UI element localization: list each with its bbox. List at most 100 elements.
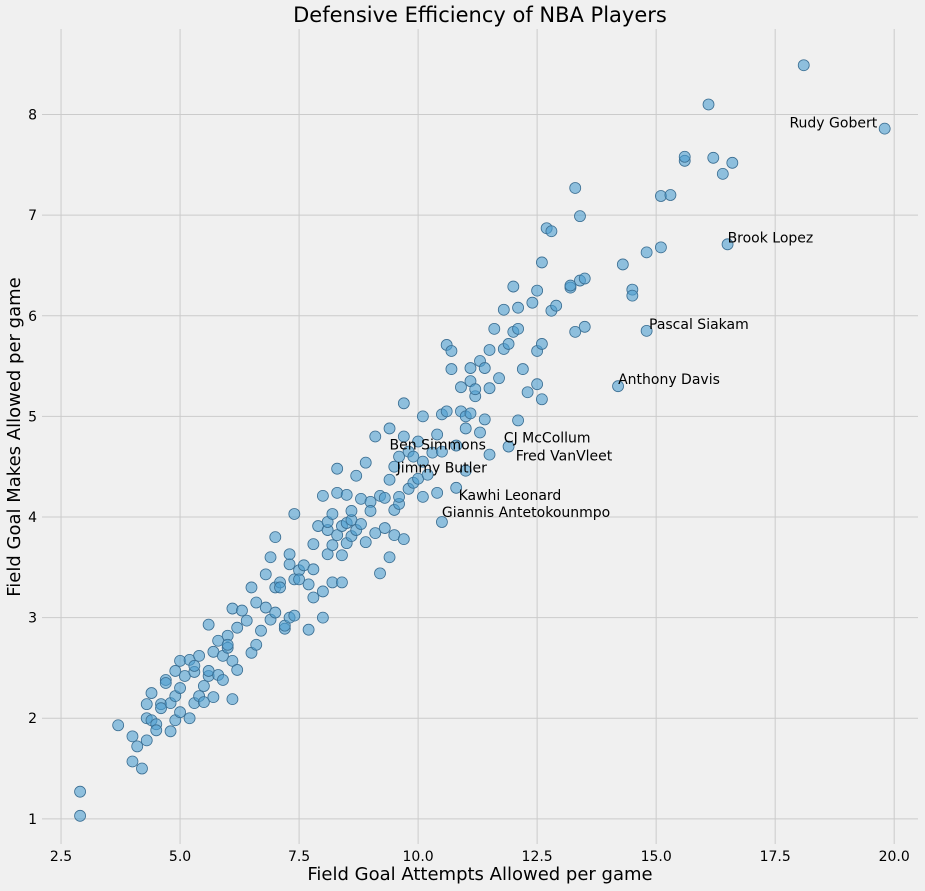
- data-point: [436, 516, 448, 528]
- annotation-label: Anthony Davis: [618, 372, 720, 388]
- data-point: [283, 558, 296, 571]
- data-point: [431, 428, 444, 441]
- data-point: [374, 567, 386, 580]
- data-point: [231, 621, 244, 634]
- data-point: [545, 225, 558, 238]
- data-point: [478, 413, 491, 426]
- data-point: [336, 549, 348, 562]
- data-point: [407, 450, 420, 463]
- x-axis-label: Field Goal Attempts Allowed per game: [307, 864, 652, 885]
- data-point: [307, 563, 320, 576]
- data-point: [174, 706, 186, 719]
- data-point: [112, 719, 125, 732]
- x-axis-ticks: 2.5 5.0 7.5 10.0 12.5 15.0 17.5 20.0: [50, 849, 910, 865]
- data-point: [302, 623, 315, 636]
- data-point: [626, 289, 639, 302]
- data-point: [259, 601, 272, 614]
- data-point: [726, 156, 739, 169]
- data-point: [307, 538, 320, 551]
- x-tick-label: 2.5: [50, 849, 72, 865]
- data-point: [378, 491, 391, 504]
- data-point: [512, 301, 524, 314]
- data-point: [445, 345, 458, 357]
- chart-title: Defensive Efficiency of NBA Players: [293, 3, 667, 27]
- data-point: [269, 531, 282, 544]
- data-point: [397, 533, 410, 546]
- data-point: [74, 809, 86, 822]
- data-point: [436, 445, 448, 458]
- data-point: [464, 362, 477, 374]
- data-point: [364, 505, 377, 517]
- data-point: [236, 604, 248, 617]
- data-point: [797, 59, 810, 72]
- data-point: [483, 448, 496, 461]
- data-point: [388, 460, 401, 473]
- data-point: [578, 272, 591, 285]
- data-point: [535, 338, 548, 350]
- data-point: [397, 430, 410, 443]
- data-point: [569, 182, 582, 194]
- data-point: [355, 518, 367, 530]
- data-point: [640, 246, 653, 259]
- data-point: [226, 654, 239, 667]
- data-point: [145, 687, 158, 699]
- data-point: [331, 486, 344, 499]
- x-tick-label: 12.5: [522, 849, 553, 865]
- annotation-label: CJ McCollum: [504, 431, 591, 447]
- data-point: [393, 490, 405, 503]
- data-point: [721, 238, 734, 251]
- data-point: [240, 614, 253, 627]
- data-point: [502, 338, 515, 350]
- data-point: [488, 322, 501, 335]
- data-point: [478, 362, 491, 374]
- y-axis-ticks: 1 2 3 4 5 6 7 8: [28, 108, 37, 828]
- data-point: [336, 576, 348, 589]
- data-point: [326, 539, 339, 552]
- data-point: [678, 150, 691, 163]
- data-point: [535, 256, 548, 269]
- data-point: [231, 664, 244, 676]
- data-point: [164, 725, 177, 738]
- data-point: [383, 551, 396, 564]
- data-point: [321, 548, 334, 561]
- data-point: [531, 284, 544, 297]
- data-point: [578, 320, 591, 333]
- data-point: [616, 258, 629, 271]
- data-point: [455, 381, 467, 394]
- data-point: [316, 489, 329, 502]
- data-point: [183, 712, 196, 725]
- y-axis-label: Field Goal Makes Allowed per game: [4, 277, 25, 596]
- data-point: [359, 456, 372, 469]
- data-point: [878, 122, 891, 135]
- data-point: [512, 414, 524, 427]
- data-point: [716, 167, 729, 180]
- data-point: [378, 522, 391, 534]
- data-point: [331, 462, 344, 475]
- data-point: [416, 410, 429, 423]
- data-point: [450, 481, 463, 494]
- data-point: [140, 698, 153, 711]
- data-point: [440, 405, 453, 418]
- data-point: [707, 151, 720, 164]
- data-point: [74, 785, 86, 798]
- data-point: [283, 548, 296, 561]
- data-point: [226, 602, 239, 615]
- data-point: [640, 324, 653, 337]
- annotation-label: Ben Simmons: [390, 438, 486, 454]
- annotation-label: Jimmy Butler: [396, 461, 487, 477]
- data-point: [302, 578, 315, 591]
- data-point: [136, 762, 148, 775]
- data-point: [393, 450, 405, 463]
- data-point: [535, 393, 548, 406]
- data-point: [255, 624, 267, 637]
- data-point: [207, 691, 220, 703]
- data-point: [359, 536, 372, 549]
- data-point: [250, 596, 263, 609]
- data-point: [202, 618, 215, 631]
- data-point: [288, 609, 301, 622]
- data-point: [155, 702, 167, 715]
- data-point: [412, 435, 425, 448]
- data-point: [516, 363, 529, 375]
- y-tick-label: 6: [28, 309, 37, 325]
- data-point: [264, 551, 277, 564]
